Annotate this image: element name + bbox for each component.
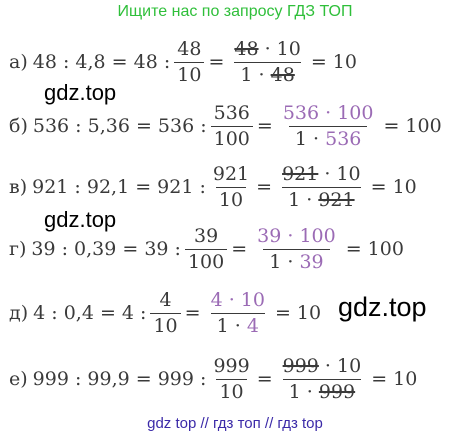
cancelled-number: 999 [282,354,319,377]
watermark: gdz.top [338,292,427,322]
result: = 10 [274,302,322,324]
numerator: 921 · 10 [276,162,367,187]
lhs-expression: 536 : 5,36 = 536 : [32,115,207,137]
denominator-factor: 1 · [288,188,319,211]
denominator-factor: 1 · [288,380,319,403]
solution-row-b: б) 536 : 5,36 = 536 : 536 100 = 536 · 10… [9,96,442,156]
fraction: 48 10 [174,37,205,86]
fraction-expanded: 536 · 100 1 · 536 [277,101,380,150]
numerator: 536 [213,101,250,124]
fraction: 4 10 [150,288,181,337]
search-banner: Ищите нас по запросу ГДЗ ТОП [117,3,353,20]
fraction: 921 10 [210,162,252,211]
denominator: 100 [184,248,228,273]
numerator: 999 [213,354,250,377]
fraction-expanded: 921 · 10 1 · 921 [276,162,367,211]
result: = 100 [383,115,442,137]
fraction: 39 100 [184,224,228,273]
item-label: б) [9,115,28,137]
footer-links: gdz top // гдз топ // гдз top [147,415,323,432]
denominator: 10 [150,312,181,337]
lhs-expression: 48 : 4,8 = 48 : [32,51,171,73]
denominator: 1 · 39 [263,248,330,273]
highlighted-number: 536 [325,127,362,150]
equals-sign: = [208,51,225,73]
denominator-factor: 1 · [216,314,247,337]
fraction: 999 10 [210,354,252,403]
cancelled-number: 999 [318,380,356,403]
fraction-expanded: 39 · 100 1 · 39 [251,224,342,273]
numerator: 39 [194,224,219,247]
watermark: gdz.top [44,207,117,232]
result: = 10 [310,51,357,73]
item-label: г) [9,238,27,260]
result: = 100 [345,238,404,260]
equals-sign: = [231,238,248,260]
numerator: 4 · 10 [210,288,265,311]
numerator: 536 · 100 [282,101,374,124]
fraction: 536 100 [210,101,253,150]
denominator-factor: 1 · [240,63,271,86]
denominator: 1 · 999 [282,378,362,403]
result: = 10 [370,176,417,198]
numerator-rest: · 10 [318,354,362,377]
watermark: gdz.top [44,80,117,105]
item-label: в) [9,176,28,198]
denominator-factor: 1 · [294,127,326,150]
lhs-expression: 999 : 99,9 = 999 : [32,368,207,390]
cancelled-number: 48 [270,63,295,86]
equals-sign: = [256,115,273,137]
fraction-expanded: 999 · 10 1 · 999 [277,354,368,403]
equals-sign: = [256,368,273,390]
numerator: 48 [177,37,202,60]
numerator-rest: · 10 [258,37,301,60]
denominator: 1 · 4 [210,312,265,337]
denominator: 1 · 921 [282,186,361,211]
lhs-expression: 4 : 0,4 = 4 : [33,302,147,324]
fraction-expanded: 48 · 10 1 · 48 [228,37,306,86]
cancelled-number: 921 [318,188,355,211]
item-label: а) [9,51,28,73]
numerator: 39 · 100 [257,224,336,247]
lhs-expression: 921 : 92,1 = 921 : [32,176,206,198]
fraction-expanded: 4 · 10 1 · 4 [205,288,271,337]
denominator: 100 [210,125,253,150]
highlighted-number: 39 [299,250,324,273]
lhs-expression: 39 : 0,39 = 39 : [31,238,181,260]
numerator: 48 · 10 [228,37,306,62]
solution-row-e: д) 4 : 0,4 = 4 : 4 10 = 4 · 10 1 · 4 = 1… [9,283,321,343]
result: = 10 [371,368,418,390]
highlighted-number: 4 [246,314,259,337]
denominator: 1 · 48 [234,61,301,86]
numerator-rest: · 10 [318,162,361,185]
item-label: д) [9,302,29,324]
solution-row-d: г) 39 : 0,39 = 39 : 39 100 = 39 · 100 1 … [9,219,404,279]
numerator: 999 · 10 [277,354,368,379]
equals-sign: = [256,176,273,198]
numerator: 4 [159,288,172,311]
denominator: 10 [174,61,205,86]
equals-sign: = [184,302,201,324]
denominator: 10 [215,186,247,211]
denominator: 10 [216,378,247,403]
solution-row-c: в) 921 : 92,1 = 921 : 921 10 = 921 · 10 … [9,157,417,217]
numerator: 921 [212,162,250,185]
item-label: е) [9,368,28,390]
solution-row-f: е) 999 : 99,9 = 999 : 999 10 = 999 · 10 … [9,349,417,409]
denominator: 1 · 536 [288,125,368,150]
denominator-factor: 1 · [269,250,300,273]
solution-row-a: а) 48 : 4,8 = 48 : 48 10 = 48 · 10 1 · 4… [9,32,357,92]
cancelled-number: 48 [234,37,259,60]
cancelled-number: 921 [282,162,319,185]
